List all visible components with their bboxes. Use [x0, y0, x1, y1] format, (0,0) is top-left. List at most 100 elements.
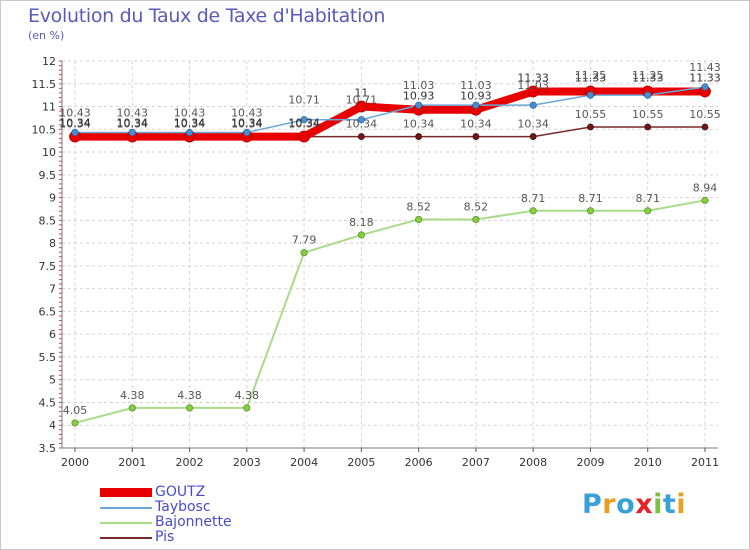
legend-swatch-goutz	[100, 488, 152, 497]
data-point-goutz	[355, 100, 368, 113]
data-point-goutz	[298, 130, 310, 143]
y-tick-label: 12	[42, 55, 56, 68]
data-point-pis	[587, 123, 594, 131]
logo-letter: o	[616, 489, 636, 520]
data-point-bajonnette	[644, 207, 652, 215]
data-label-bajonnette: 8.52	[406, 200, 431, 213]
data-point-taybosc	[701, 83, 709, 91]
data-label-pis: 10.34	[117, 118, 149, 131]
legend-label-goutz: GOUTZ	[155, 484, 206, 500]
logo-letter: i	[676, 489, 687, 520]
data-label-pis: 10.34	[460, 118, 492, 131]
y-tick-label: 4.5	[39, 396, 57, 409]
data-label-goutz: 11	[354, 87, 368, 100]
logo-letter: x	[635, 489, 654, 520]
data-label-bajonnette: 4.05	[63, 404, 88, 417]
data-point-pis	[415, 133, 423, 140]
data-point-taybosc	[644, 91, 652, 99]
data-point-bajonnette	[472, 215, 480, 224]
data-point-bajonnette	[586, 207, 595, 215]
y-tick-label: 4	[49, 419, 56, 432]
y-tick-label: 11	[42, 101, 56, 114]
data-label-taybosc: 10.43	[117, 106, 149, 119]
legend-swatch-pis	[100, 536, 152, 539]
data-label-goutz: 10.34	[231, 117, 263, 130]
data-label-pis: 10.34	[231, 118, 263, 131]
y-tick-label: 6	[49, 328, 56, 341]
data-label-taybosc: 10.43	[231, 106, 263, 119]
data-label-bajonnette: 4.38	[120, 389, 145, 402]
legend-swatch-bajonnette	[100, 521, 152, 524]
x-tick-label: 2008	[519, 456, 547, 469]
data-label-pis: 10.34	[346, 118, 378, 131]
data-label-bajonnette: 4.38	[177, 389, 202, 402]
logo-letter: r	[602, 489, 617, 520]
logo-letter: t	[662, 489, 677, 520]
data-point-taybosc	[243, 128, 251, 137]
data-label-goutz: 10.93	[403, 90, 435, 103]
x-tick-label: 2001	[118, 456, 146, 469]
data-label-pis: 10.34	[288, 118, 320, 131]
x-tick-label: 2003	[233, 456, 261, 469]
data-label-pis: 10.34	[517, 118, 549, 131]
data-label-goutz: 10.34	[174, 117, 206, 130]
data-point-bajonnette	[185, 404, 194, 412]
data-label-taybosc: 11.03	[460, 79, 492, 92]
y-tick-label: 10.5	[32, 123, 57, 136]
y-tick-label: 7	[49, 283, 56, 296]
data-label-taybosc: 11.25	[632, 69, 664, 82]
data-point-bajonnette	[701, 196, 709, 204]
data-label-taybosc: 10.43	[59, 106, 91, 119]
legend-label-pis: Pis	[155, 529, 175, 545]
data-point-taybosc	[529, 101, 537, 109]
data-label-pis: 10.34	[59, 118, 91, 131]
chart-title: Evolution du Taux de Taxe d'Habitation	[28, 5, 386, 27]
y-tick-label: 7.5	[39, 260, 57, 273]
y-tick-label: 8	[49, 237, 56, 250]
data-point-bajonnette	[300, 249, 308, 257]
data-point-pis	[472, 133, 480, 140]
data-label-taybosc: 10.43	[174, 106, 206, 119]
data-label-goutz: 10.93	[460, 90, 492, 103]
data-point-bajonnette	[415, 215, 423, 224]
data-label-taybosc: 10.71	[346, 94, 378, 107]
x-tick-label: 2006	[405, 456, 433, 469]
y-tick-label: 6.5	[39, 305, 57, 318]
data-point-taybosc	[300, 116, 308, 124]
data-label-goutz: 10.34	[288, 117, 320, 130]
y-tick-label: 10	[42, 146, 56, 159]
x-tick-label: 2007	[462, 456, 490, 469]
series-line-goutz	[71, 87, 709, 141]
plot-area	[62, 61, 718, 448]
data-label-pis: 10.34	[174, 118, 206, 131]
logo-letter: P	[582, 489, 603, 520]
data-label-goutz: 11.33	[517, 72, 549, 85]
y-tick-label: 5	[49, 374, 56, 387]
legend-item-pis: Pis	[100, 530, 232, 545]
data-point-taybosc	[415, 101, 423, 109]
data-point-pis	[529, 133, 537, 140]
data-label-goutz: 11.33	[632, 72, 664, 85]
x-tick-label: 2009	[576, 456, 604, 469]
data-label-goutz: 10.34	[59, 117, 91, 130]
chart-subtitle: (en %)	[28, 29, 65, 42]
data-label-goutz: 10.34	[117, 117, 149, 130]
data-point-taybosc	[586, 91, 595, 99]
legend-item-taybosc: Taybosc	[100, 500, 232, 515]
data-label-goutz: 11.33	[575, 72, 607, 85]
data-point-bajonnette	[243, 404, 251, 412]
y-tick-label: 11.5	[32, 78, 57, 91]
data-label-pis: 10.34	[403, 118, 435, 131]
data-label-taybosc: 11.25	[575, 69, 607, 82]
data-point-pis	[701, 123, 709, 131]
data-point-taybosc	[185, 128, 194, 137]
data-label-bajonnette: 8.71	[635, 192, 660, 205]
x-tick-label: 2004	[290, 456, 318, 469]
data-label-bajonnette: 8.18	[349, 216, 374, 229]
data-point-bajonnette	[128, 404, 136, 412]
proxiti-logo: Proxiti	[582, 489, 686, 520]
data-label-bajonnette: 8.71	[521, 192, 546, 205]
y-tick-label: 3.5	[39, 442, 57, 455]
x-tick-label: 2010	[634, 456, 662, 469]
